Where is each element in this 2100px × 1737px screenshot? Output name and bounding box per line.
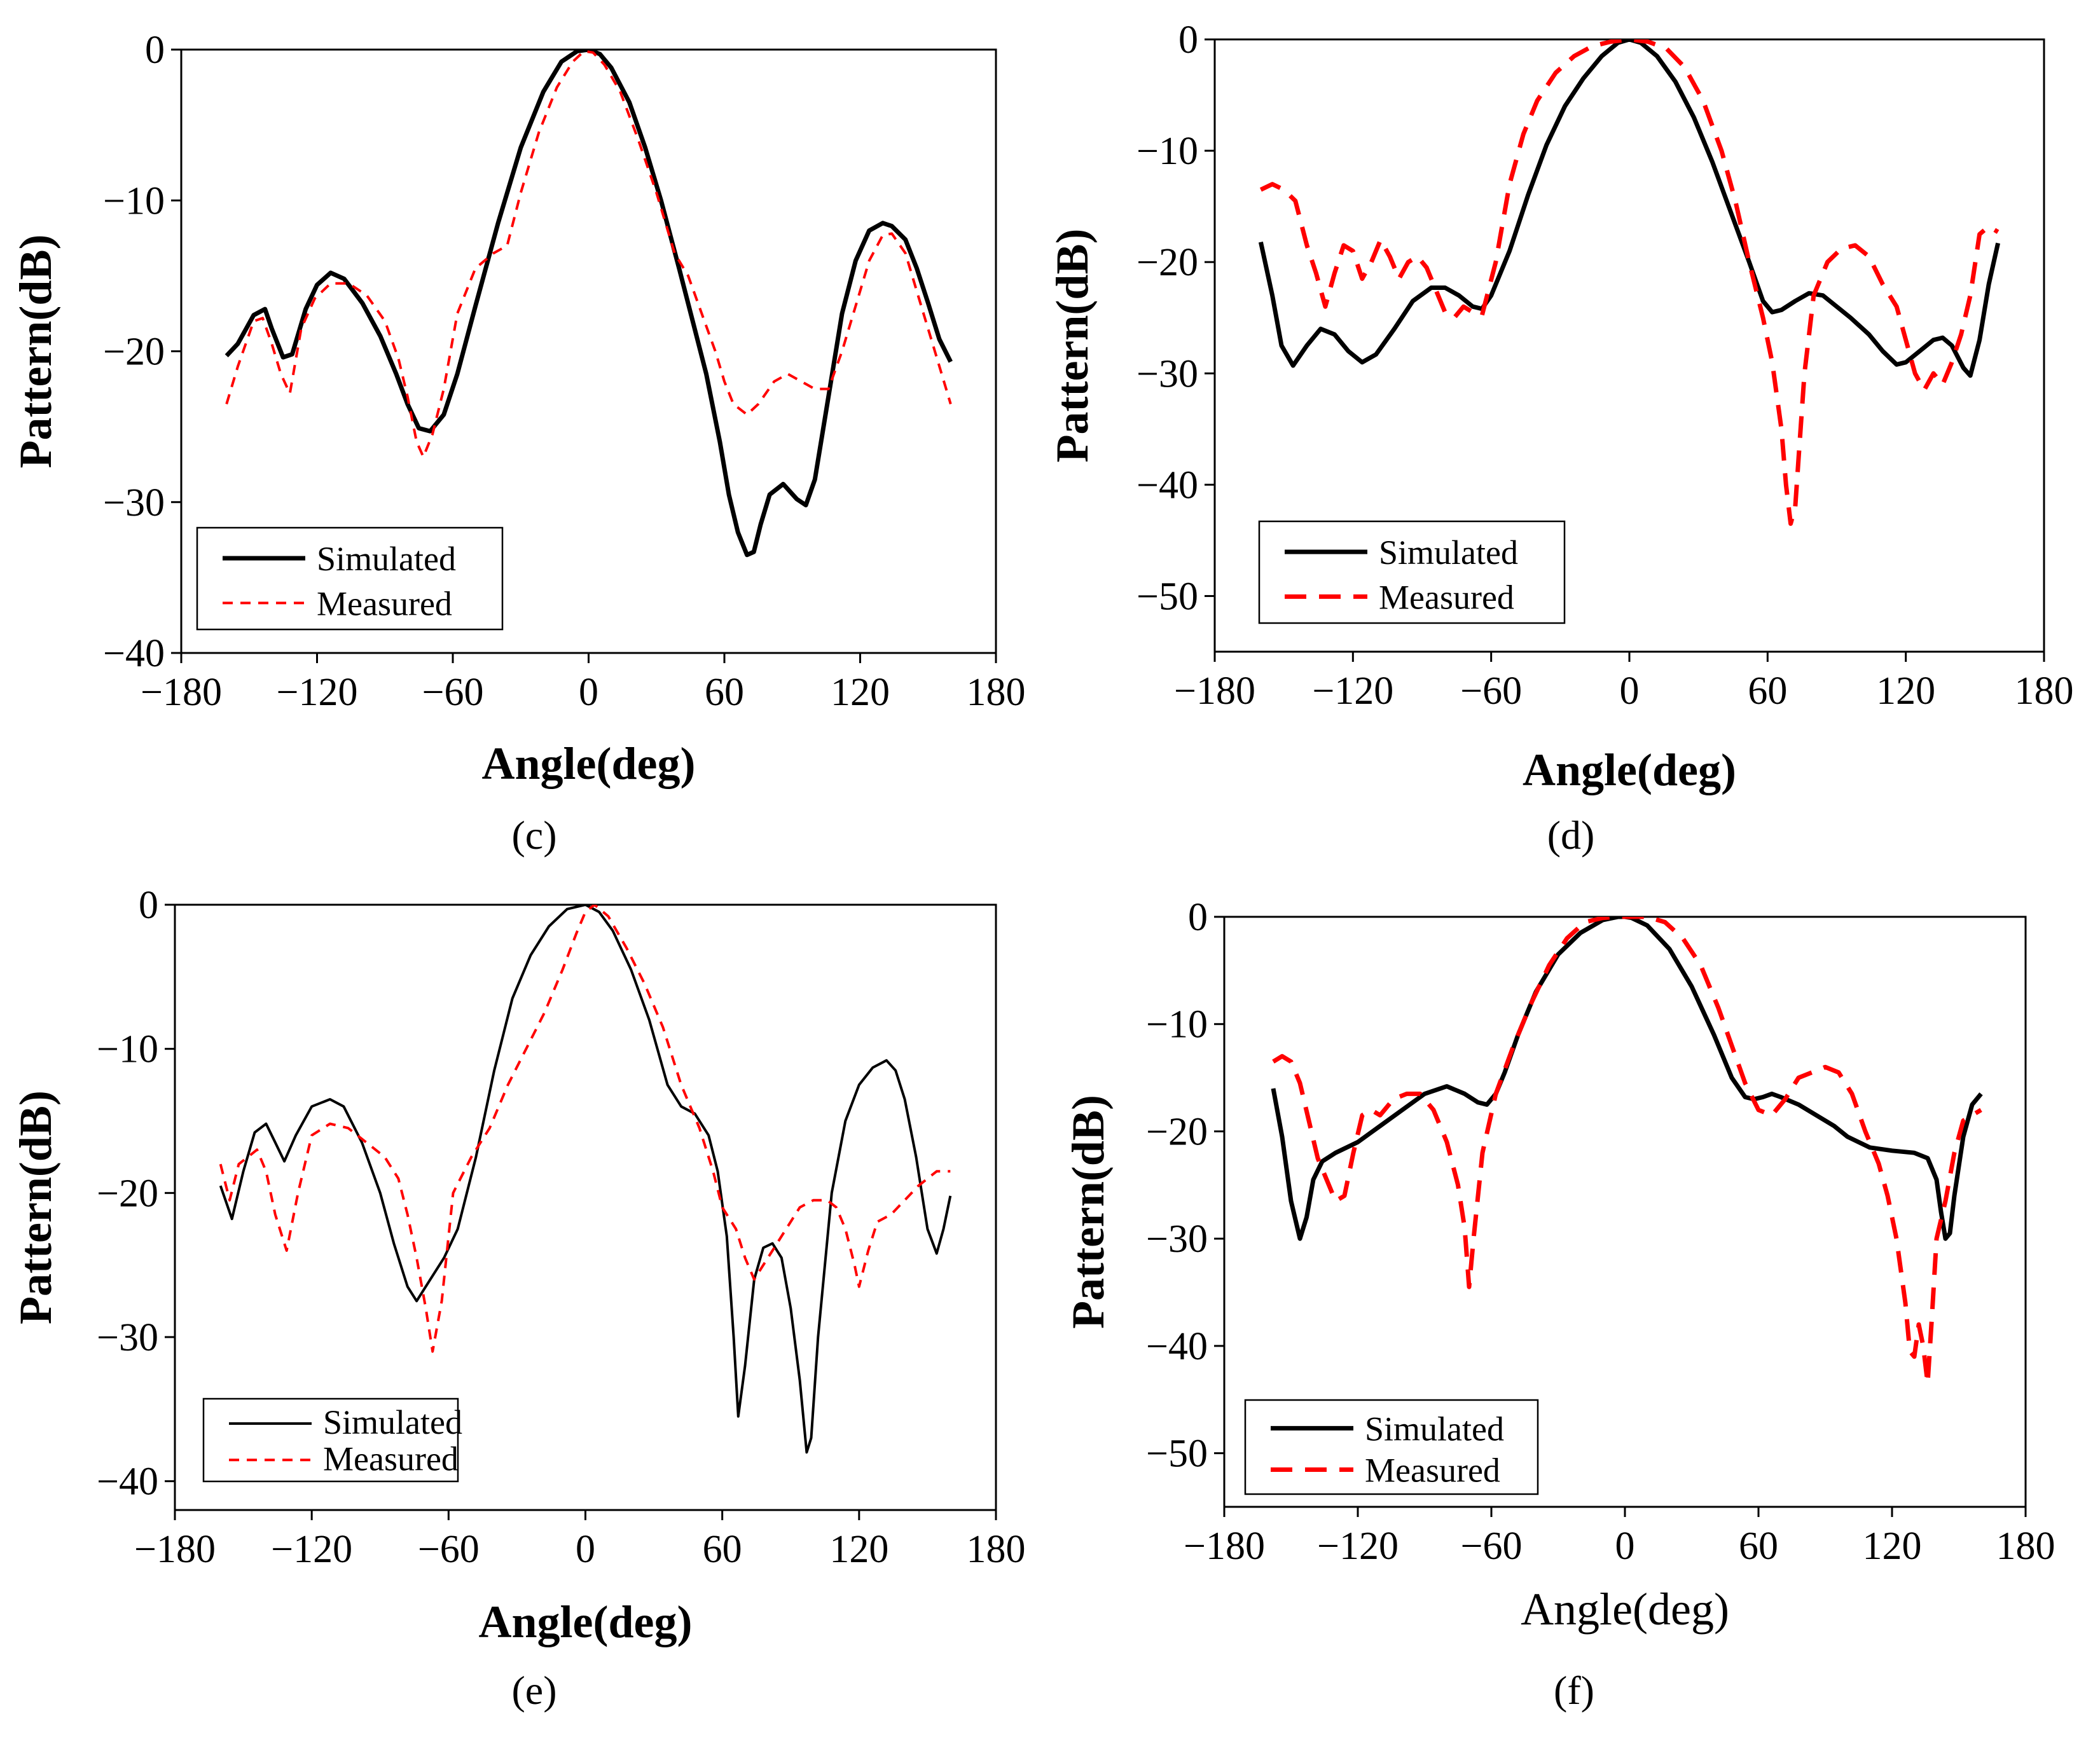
y-tick-label: −50 (1136, 575, 1198, 618)
legend-label-measured: Measured (317, 584, 452, 622)
x-axis-title: Angle(deg) (1523, 745, 1736, 795)
legend-label-simulated: Simulated (317, 540, 456, 578)
y-tick-label: −30 (1136, 352, 1198, 395)
chart-panel-f: −180 −120 −60 0 60 120 180 0 −10 −20 −30 −40 −50 Angl… (1063, 896, 2055, 1713)
x-tick-label: −120 (1312, 669, 1393, 713)
x-tick-label: −180 (1174, 669, 1255, 713)
x-axis-title: Angle(deg) (479, 1596, 693, 1647)
panel-label: (d) (1547, 813, 1595, 858)
y-tick-label: −40 (1146, 1325, 1208, 1368)
x-tick-label: −120 (1317, 1525, 1399, 1568)
panel-label: (c) (511, 813, 556, 858)
legend-label-measured: Measured (323, 1439, 459, 1478)
x-tick-label: 120 (1863, 1525, 1922, 1568)
series-line-simulated (1271, 917, 1983, 1241)
x-tick-label: −120 (271, 1528, 352, 1571)
legend-label-measured: Measured (1379, 578, 1514, 616)
y-tick-label: 0 (1188, 896, 1208, 939)
x-tick-label: 120 (829, 1528, 888, 1571)
legend-box (1244, 1399, 1539, 1495)
x-tick-label: −60 (422, 671, 484, 714)
legend-label-simulated: Simulated (1365, 1410, 1504, 1448)
series-line-measured (219, 905, 951, 1353)
y-axis-title: Pattern(dB) (1047, 229, 1098, 463)
chart-panel-d: −180 −120 −60 0 60 120 180 0 −10 −20 −30 −40 −50 Angl… (1047, 18, 2074, 858)
y-axis-title: Pattern(dB) (10, 1090, 61, 1324)
x-tick-label: 0 (1620, 669, 1640, 713)
x-axis-title: Angle(deg) (482, 738, 696, 789)
y-tick-label: 0 (139, 884, 158, 927)
x-tick-label: −60 (1460, 669, 1522, 713)
y-tick-label: −40 (103, 632, 165, 675)
x-tick-label: −180 (141, 671, 222, 714)
chart-panel-c: −180 −120 −60 0 60 120 180 0 −10 −20 −30 −40 Angle(d… (10, 29, 1026, 858)
x-tick-label: 0 (1615, 1525, 1635, 1568)
legend: Simulated Measured (1258, 520, 1566, 624)
legend-label-simulated: Simulated (1379, 533, 1518, 572)
x-tick-label: −180 (134, 1528, 216, 1571)
x-tick-label: −60 (418, 1528, 480, 1571)
legend-box (1258, 520, 1566, 624)
y-tick-label: −10 (97, 1028, 158, 1071)
series-line-simulated (225, 50, 953, 558)
y-tick-label: −10 (1146, 1003, 1208, 1047)
legend-box (202, 1397, 459, 1483)
y-axis-title: Pattern(dB) (1063, 1095, 1114, 1329)
x-tick-label: −180 (1184, 1525, 1265, 1568)
x-tick-label: −60 (1461, 1525, 1523, 1568)
x-axis-title: Angle(deg) (1521, 1584, 1729, 1635)
y-tick-label: −40 (1136, 463, 1198, 507)
x-tick-label: 120 (1876, 669, 1935, 713)
x-tick-label: −120 (277, 671, 358, 714)
x-tick-label: 60 (705, 671, 744, 714)
x-tick-label: 0 (576, 1528, 595, 1571)
series-line-simulated (219, 905, 952, 1454)
y-tick-label: −10 (1136, 130, 1198, 173)
y-tick-label: −20 (97, 1172, 158, 1215)
y-axis-title: Pattern(dB) (10, 235, 61, 469)
panel-label: (f) (1554, 1668, 1594, 1713)
series-line-measured (225, 50, 952, 458)
series-line-measured (1272, 917, 1982, 1386)
y-tick-label: −30 (97, 1316, 158, 1359)
x-tick-label: 60 (1739, 1525, 1778, 1568)
series-line-simulated (1258, 39, 2001, 378)
x-tick-label: 0 (579, 671, 598, 714)
y-tick-label: 0 (145, 29, 165, 72)
series-line-measured (1259, 39, 2000, 526)
y-tick-label: −40 (97, 1460, 158, 1504)
x-tick-label: 60 (1748, 669, 1787, 713)
x-tick-label: 180 (967, 1528, 1026, 1571)
x-tick-label: 120 (831, 671, 890, 714)
chart-panel-e: −180 −120 −60 0 60 120 180 0 −10 −20 −30 −40 Angle(d… (10, 884, 1026, 1713)
y-tick-label: −50 (1146, 1432, 1208, 1476)
y-tick-label: −20 (1136, 241, 1198, 284)
y-tick-label: −20 (103, 331, 165, 374)
x-tick-label: 180 (2015, 669, 2074, 713)
y-tick-label: −20 (1146, 1110, 1208, 1153)
legend-label-measured: Measured (1365, 1451, 1500, 1489)
panel-label: (e) (511, 1668, 556, 1713)
y-tick-label: −30 (103, 481, 165, 525)
legend: Simulated Measured (196, 526, 504, 631)
x-tick-label: 60 (703, 1528, 742, 1571)
y-tick-label: 0 (1178, 18, 1198, 62)
legend-box (196, 526, 504, 631)
legend-label-simulated: Simulated (323, 1403, 462, 1441)
y-tick-label: −30 (1146, 1218, 1208, 1261)
x-tick-label: 180 (1996, 1525, 2055, 1568)
y-tick-label: −10 (103, 179, 165, 223)
x-tick-label: 180 (967, 671, 1026, 714)
